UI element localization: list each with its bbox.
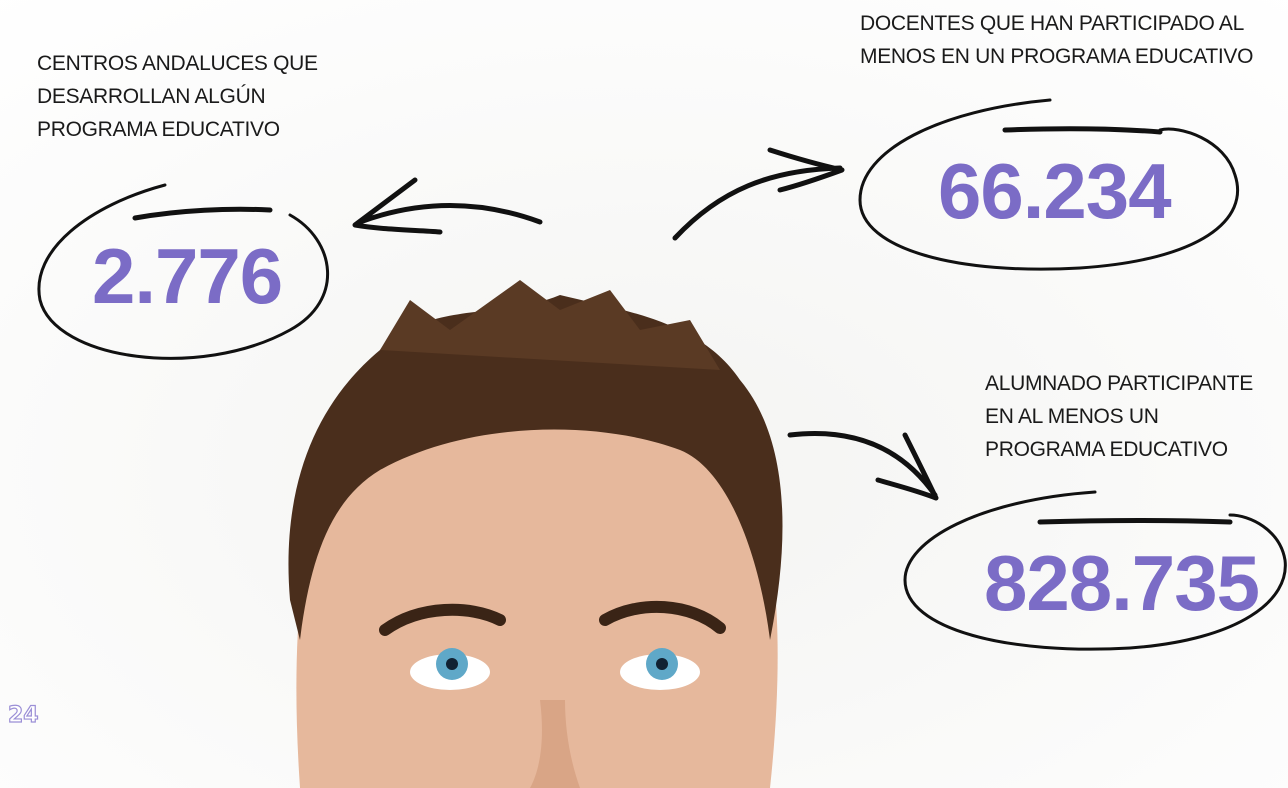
- stat-label: EN AL MENOS UN: [985, 405, 1159, 428]
- scribble-line: [1037, 518, 1233, 525]
- stat-value: 2.776: [92, 232, 282, 320]
- page-number: 24: [8, 703, 39, 728]
- scribble-circle: [37, 183, 329, 360]
- stat-label: DOCENTES QUE HAN PARTICIPADO AL: [860, 12, 1244, 35]
- stat-label: PROGRAMA EDUCATIVO: [37, 118, 280, 141]
- stat-value: 66.234: [938, 147, 1171, 235]
- head-illustration: [288, 280, 783, 788]
- arrow: [352, 177, 543, 235]
- stat-label: ALUMNADO PARTICIPANTE: [985, 372, 1253, 395]
- stat-label: MENOS EN UN PROGRAMA EDUCATIVO: [860, 45, 1253, 68]
- scribble-line: [132, 206, 273, 221]
- stat-label: PROGRAMA EDUCATIVO: [985, 438, 1228, 461]
- doodles: [37, 98, 1287, 651]
- arrow: [787, 430, 939, 501]
- scribble-circle: [858, 98, 1240, 271]
- stat-label: CENTROS ANDALUCES QUE: [37, 52, 318, 75]
- scribble-line: [1002, 126, 1163, 135]
- scribble-circle: [903, 490, 1287, 651]
- stat-label: DESARROLLAN ALGÚN: [37, 85, 265, 108]
- stat-value: 828.735: [984, 539, 1259, 627]
- arrow: [672, 147, 845, 241]
